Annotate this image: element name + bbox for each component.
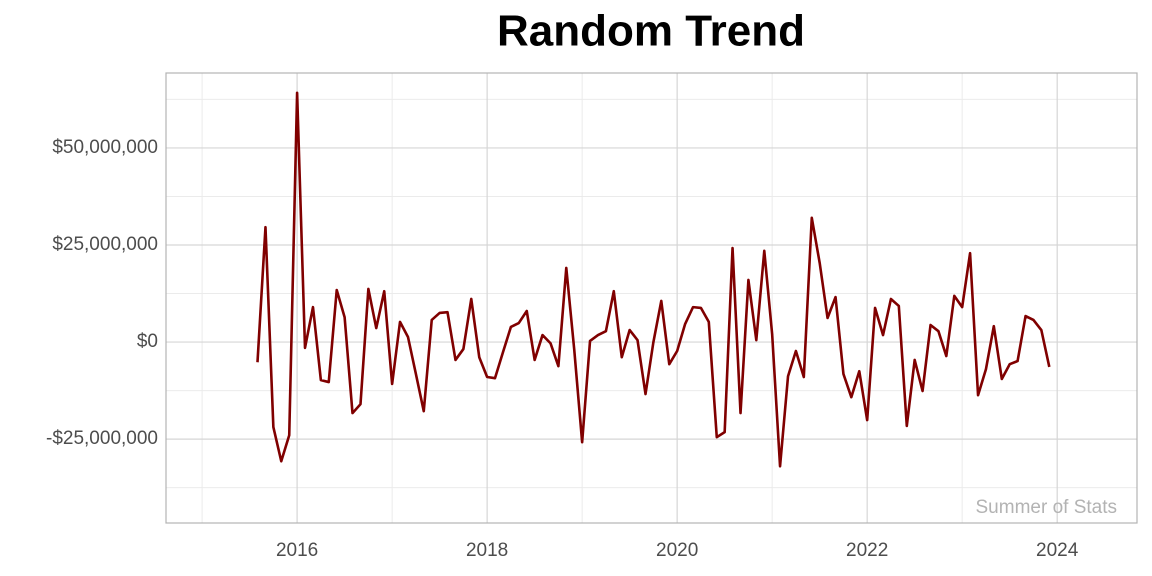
y-tick-label: $50,000,000	[52, 137, 158, 158]
y-tick-label: $25,000,000	[52, 234, 158, 255]
x-tick-label: 2022	[846, 540, 888, 561]
y-tick-label: $0	[137, 331, 158, 352]
data-line	[256, 91, 1051, 468]
x-tick-label: 2024	[1036, 540, 1079, 561]
panel-border	[165, 72, 1138, 524]
chart-title: Random Trend	[497, 7, 805, 56]
x-tick-label: 2020	[656, 540, 698, 561]
x-tick-label: 2016	[276, 540, 318, 561]
caption: Summer of Stats	[976, 497, 1118, 518]
y-tick-label: -$25,000,000	[46, 428, 158, 449]
x-tick-label: 2018	[466, 540, 508, 561]
